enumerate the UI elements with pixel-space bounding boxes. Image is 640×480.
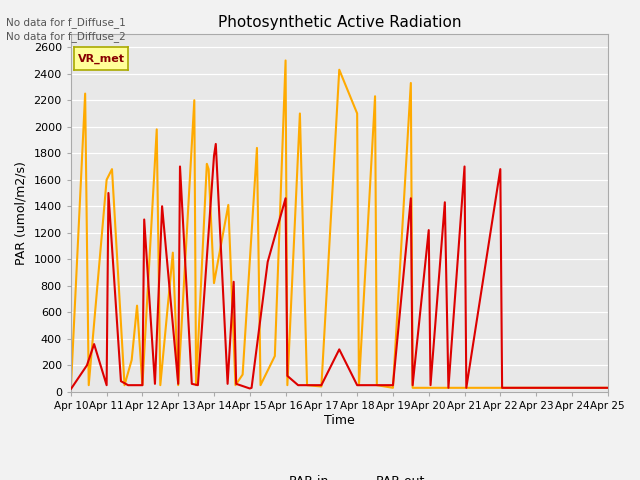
Text: No data for f_Diffuse_2: No data for f_Diffuse_2 (6, 31, 126, 42)
Legend: PAR in, PAR out: PAR in, PAR out (249, 470, 429, 480)
Y-axis label: PAR (umol/m2/s): PAR (umol/m2/s) (15, 161, 28, 265)
Text: No data for f_Diffuse_1: No data for f_Diffuse_1 (6, 17, 126, 28)
Text: VR_met: VR_met (77, 53, 125, 63)
Title: Photosynthetic Active Radiation: Photosynthetic Active Radiation (218, 15, 461, 30)
X-axis label: Time: Time (324, 414, 355, 427)
